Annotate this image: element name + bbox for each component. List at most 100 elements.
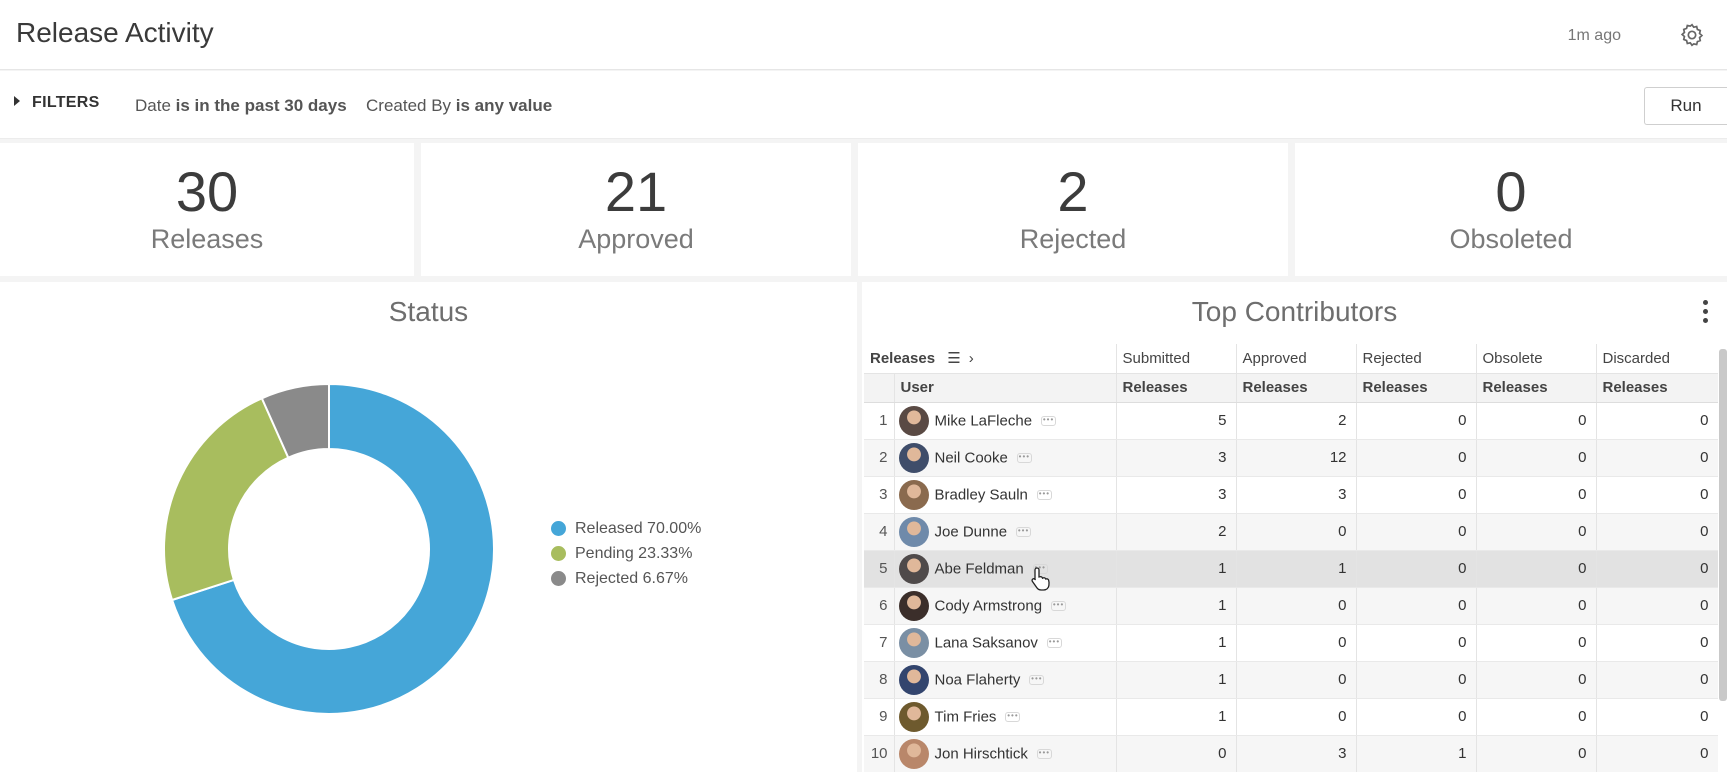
more-options-icon[interactable]: ••• (1036, 488, 1052, 500)
sub-header[interactable]: Releases (1476, 372, 1597, 403)
user-name[interactable]: Neil Cooke (934, 449, 1008, 466)
row-index: 3 (864, 476, 895, 514)
table-row[interactable]: 3 Bradley Sauln ••• 3 3 0 0 0 (864, 476, 1718, 514)
table-cell: 0 (1476, 513, 1597, 551)
filter-created-by-field: Created By (366, 96, 452, 115)
chevron-right-icon[interactable]: › (968, 350, 974, 368)
filter-date-field: Date (135, 96, 171, 115)
pivot-header: Releases ☰ › (864, 344, 1117, 373)
avatar (898, 405, 929, 436)
legend-item-released[interactable]: Released 70.00% (551, 516, 701, 541)
table-cell: 0 (1236, 587, 1357, 625)
legend-label: Rejected 6.67% (575, 569, 688, 587)
group-header[interactable]: Approved (1236, 344, 1357, 373)
table-row[interactable]: 8 Noa Flaherty ••• 1 0 0 0 0 (864, 661, 1718, 699)
user-cell[interactable]: Jon Hirschtick ••• (894, 735, 1117, 772)
user-name[interactable]: Lana Saksanov (934, 634, 1038, 651)
table-cell: 0 (1596, 439, 1718, 477)
table-cell: 0 (1476, 402, 1597, 440)
table-cell: 1 (1116, 587, 1237, 625)
filters-toggle[interactable]: FILTERS (14, 94, 100, 112)
table-cell: 0 (1236, 698, 1357, 736)
user-cell[interactable]: Bradley Sauln ••• (894, 476, 1117, 514)
group-header[interactable]: Submitted (1116, 344, 1237, 373)
sub-header[interactable]: Releases (1116, 372, 1237, 403)
user-name[interactable]: Tim Fries (934, 708, 997, 725)
user-cell[interactable]: Noa Flaherty ••• (894, 661, 1117, 699)
user-cell[interactable]: Lana Saksanov ••• (894, 624, 1117, 662)
user-cell[interactable]: Neil Cooke ••• (894, 439, 1117, 477)
kpi-value: 21 (604, 160, 668, 223)
more-options-icon[interactable]: ••• (1051, 599, 1067, 611)
avatar (898, 738, 929, 769)
filter-created-by-condition: is any value (455, 96, 553, 115)
user-cell[interactable]: Tim Fries ••• (894, 698, 1117, 736)
user-cell[interactable]: Abe Feldman ••• (894, 550, 1117, 588)
table-cell: 0 (1596, 624, 1718, 662)
group-header[interactable]: Discarded (1596, 344, 1718, 373)
donut-slice-rejected[interactable] (260, 382, 330, 459)
user-name[interactable]: Cody Armstrong (934, 597, 1043, 614)
contributors-title: Top Contributors (1191, 296, 1398, 327)
gear-icon[interactable] (1679, 22, 1705, 48)
legend-item-pending[interactable]: Pending 23.33% (551, 541, 701, 566)
avatar (898, 442, 929, 473)
user-cell[interactable]: Joe Dunne ••• (894, 513, 1117, 551)
more-options-icon[interactable]: ••• (1032, 562, 1048, 574)
table-cell: 0 (1356, 661, 1477, 699)
more-options-icon[interactable]: ••• (1016, 451, 1032, 463)
table-cell: 0 (1356, 587, 1477, 625)
status-title: Status (388, 296, 469, 327)
user-name[interactable]: Jon Hirschtick (934, 745, 1028, 762)
user-cell[interactable]: Cody Armstrong ••• (894, 587, 1117, 625)
sub-header[interactable]: Releases (1236, 372, 1357, 403)
pivot-toggle-icon[interactable]: ☰ (947, 350, 961, 368)
more-options-icon[interactable]: ••• (1036, 747, 1052, 759)
table-cell: 0 (1596, 476, 1718, 514)
table-row[interactable]: 10 Jon Hirschtick ••• 0 3 1 0 0 (864, 735, 1718, 772)
table-cell: 1 (1116, 698, 1237, 736)
filters-toggle-label: FILTERS (32, 94, 100, 111)
user-cell[interactable]: Mike LaFleche ••• (894, 402, 1117, 440)
user-header[interactable]: User (894, 372, 1117, 403)
table-row[interactable]: 6 Cody Armstrong ••• 1 0 0 0 0 (864, 587, 1718, 625)
user-name[interactable]: Mike LaFleche (934, 412, 1033, 429)
group-header[interactable]: Rejected (1356, 344, 1477, 373)
avatar (898, 627, 929, 658)
kebab-menu-icon[interactable] (1695, 300, 1715, 328)
sub-header[interactable]: Releases (1356, 372, 1477, 403)
table-row[interactable]: 4 Joe Dunne ••• 2 0 0 0 0 (864, 513, 1718, 551)
group-header[interactable]: Obsolete (1476, 344, 1597, 373)
table-row[interactable]: 9 Tim Fries ••• 1 0 0 0 0 (864, 698, 1718, 736)
filter-created-by[interactable]: Created By is any value (366, 96, 552, 116)
table-scrollbar[interactable] (1719, 349, 1727, 701)
legend-item-rejected[interactable]: Rejected 6.67% (551, 566, 701, 591)
contributors-table-body: 1 Mike LaFleche ••• 5 2 0 0 0 2 Neil Cooke ••• 3 12 0… (864, 402, 1718, 772)
donut-slice-released[interactable] (170, 382, 495, 715)
more-options-icon[interactable]: ••• (1016, 525, 1032, 537)
more-options-icon[interactable]: ••• (1005, 710, 1021, 722)
index-header (864, 372, 895, 403)
row-index: 9 (864, 698, 895, 736)
user-name[interactable]: Bradley Sauln (934, 486, 1028, 503)
more-options-icon[interactable]: ••• (1041, 414, 1057, 426)
filter-date[interactable]: Date is in the past 30 days (135, 96, 347, 116)
user-name[interactable]: Noa Flaherty (934, 671, 1021, 688)
kpi-obsoleted: 0 Obsoleted (1295, 143, 1727, 276)
donut-slice-pending[interactable] (163, 396, 290, 602)
table-cell: 3 (1236, 476, 1357, 514)
table-row[interactable]: 7 Lana Saksanov ••• 1 0 0 0 0 (864, 624, 1718, 662)
table-row[interactable]: 5 Abe Feldman ••• 1 1 0 0 0 (864, 550, 1718, 588)
more-options-icon[interactable]: ••• (1029, 673, 1045, 685)
table-cell: 0 (1356, 476, 1477, 514)
more-options-icon[interactable]: ••• (1046, 636, 1062, 648)
user-name[interactable]: Abe Feldman (934, 560, 1024, 577)
table-cell: 0 (1356, 439, 1477, 477)
table-row[interactable]: 2 Neil Cooke ••• 3 12 0 0 0 (864, 439, 1718, 477)
table-cell: 0 (1476, 439, 1597, 477)
sub-header[interactable]: Releases (1596, 372, 1718, 403)
run-button[interactable]: Run (1644, 87, 1727, 125)
user-name[interactable]: Joe Dunne (934, 523, 1008, 540)
header-bar: Release Activity 1m ago (0, 0, 1727, 70)
table-row[interactable]: 1 Mike LaFleche ••• 5 2 0 0 0 (864, 402, 1718, 440)
